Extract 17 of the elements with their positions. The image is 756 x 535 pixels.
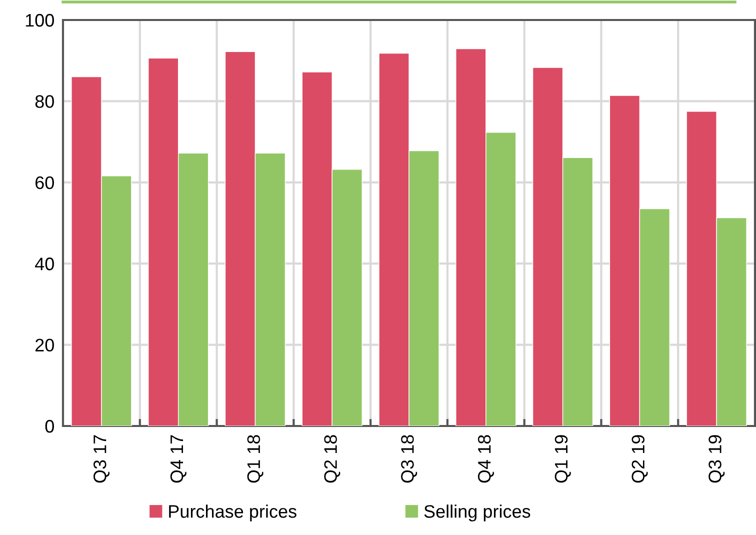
x-tick-label: Q1 19 xyxy=(554,435,571,483)
y-tick-label: 40 xyxy=(35,258,54,270)
x-tick-label: Q1 18 xyxy=(247,435,264,483)
y-tick-label: 100 xyxy=(26,14,54,27)
y-tick-label: 60 xyxy=(36,176,54,190)
x-tick-label: Q4 17 xyxy=(170,435,186,483)
legend-label: Selling prices xyxy=(424,504,530,522)
legend-label: Purchase prices xyxy=(169,504,296,522)
y-tick-label: 0 xyxy=(45,420,54,433)
x-tick-label: Q2 19 xyxy=(632,435,648,483)
x-tick-label: Q4 18 xyxy=(478,435,494,483)
x-tick-label: Q3 19 xyxy=(708,435,725,483)
y-tick-label: 80 xyxy=(35,95,54,108)
x-tick-label: Q3 17 xyxy=(94,435,110,483)
y-tick-label: 20 xyxy=(35,338,54,352)
x-tick-label: Q3 18 xyxy=(401,435,418,483)
x-tick-label: Q2 18 xyxy=(324,435,340,483)
